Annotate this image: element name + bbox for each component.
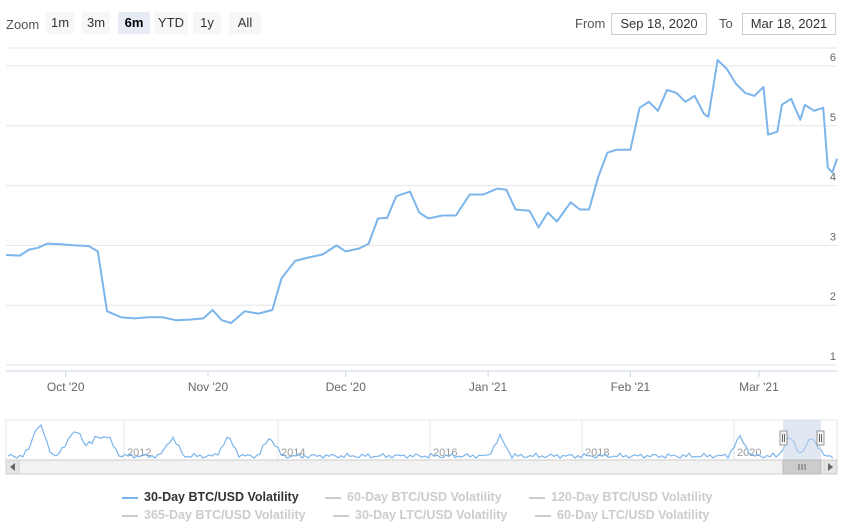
navigator-selected-mask[interactable] bbox=[783, 420, 821, 460]
y-tick-label: 6 bbox=[830, 52, 836, 64]
to-date-input[interactable]: Mar 18, 2021 bbox=[742, 13, 836, 35]
legend-label: 60-Day BTC/USD Volatility bbox=[347, 490, 502, 504]
x-tick-label: Oct '20 bbox=[47, 380, 85, 394]
to-label: To bbox=[719, 16, 733, 31]
navigator-handle-left[interactable] bbox=[779, 430, 788, 446]
y-tick-label: 4 bbox=[830, 172, 836, 184]
legend-label: 60-Day LTC/USD Volatility bbox=[557, 508, 710, 522]
legend-line-icon bbox=[535, 515, 551, 517]
navigator-year-label: 2014 bbox=[281, 447, 305, 459]
zoom-button-6m[interactable]: 6m bbox=[118, 12, 150, 34]
x-axis-ticks: Oct '20 Nov '20 Dec '20 Jan '21 Feb '21 Mar '… bbox=[47, 371, 779, 394]
navigator[interactable]: 2012 2014 2016 2018 2020 bbox=[0, 418, 843, 478]
scrollbar-track[interactable] bbox=[5, 459, 838, 475]
legend-label: 365-Day BTC/USD Volatility bbox=[144, 508, 306, 522]
legend: 30-Day BTC/USD Volatility 60-Day BTC/USD… bbox=[0, 486, 843, 523]
y-tick-label: 2 bbox=[830, 291, 836, 303]
legend-label: 30-Day LTC/USD Volatility bbox=[355, 508, 508, 522]
navigator-year-label: 2012 bbox=[127, 447, 151, 459]
legend-line-icon bbox=[122, 497, 138, 499]
grid-lines bbox=[6, 47, 837, 372]
zoom-label: Zoom bbox=[6, 17, 40, 32]
from-label: From bbox=[575, 16, 606, 31]
x-tick-label: Feb '21 bbox=[611, 380, 651, 394]
scroll-right-arrow-icon bbox=[828, 463, 833, 471]
zoom-button-3m[interactable]: 3m bbox=[82, 12, 110, 34]
main-chart: 1 2 3 4 5 6 Oct '20 Nov '20 Dec '20 Jan '21 Feb '… bbox=[5, 47, 838, 394]
legend-line-icon bbox=[122, 515, 138, 517]
x-tick-label: Nov '20 bbox=[188, 380, 229, 394]
scroll-left-arrow-icon bbox=[10, 463, 15, 471]
y-axis-ticks: 1 2 3 4 5 6 bbox=[830, 52, 836, 363]
zoom-button-ytd[interactable]: YTD bbox=[154, 12, 188, 34]
legend-line-icon bbox=[529, 497, 545, 499]
x-tick-label: Dec '20 bbox=[326, 380, 367, 394]
from-date-input[interactable]: Sep 18, 2020 bbox=[611, 13, 707, 35]
y-tick-label: 1 bbox=[830, 351, 836, 363]
zoom-button-all[interactable]: All bbox=[229, 12, 261, 34]
navigator-background bbox=[5, 419, 838, 461]
legend-label: 30-Day BTC/USD Volatility bbox=[144, 490, 299, 504]
legend-line-icon bbox=[325, 497, 341, 499]
x-tick-label: Mar '21 bbox=[739, 380, 779, 394]
navigator-series-line bbox=[7, 423, 834, 460]
range-selector: Zoom 1m 3m 6m YTD 1y All From Sep 18, 20… bbox=[0, 0, 843, 46]
navigator-handle-right[interactable] bbox=[816, 430, 825, 446]
zoom-button-1y[interactable]: 1y bbox=[193, 12, 221, 34]
y-tick-label: 3 bbox=[830, 231, 836, 243]
series-line-30-day-btc-usd-volatility[interactable] bbox=[5, 59, 838, 325]
y-tick-label: 5 bbox=[830, 112, 836, 124]
x-tick-label: Jan '21 bbox=[469, 380, 508, 394]
legend-label: 120-Day BTC/USD Volatility bbox=[551, 490, 713, 504]
legend-line-icon bbox=[333, 515, 349, 517]
navigator-year-label: 2016 bbox=[433, 447, 457, 459]
zoom-button-1m[interactable]: 1m bbox=[46, 12, 74, 34]
